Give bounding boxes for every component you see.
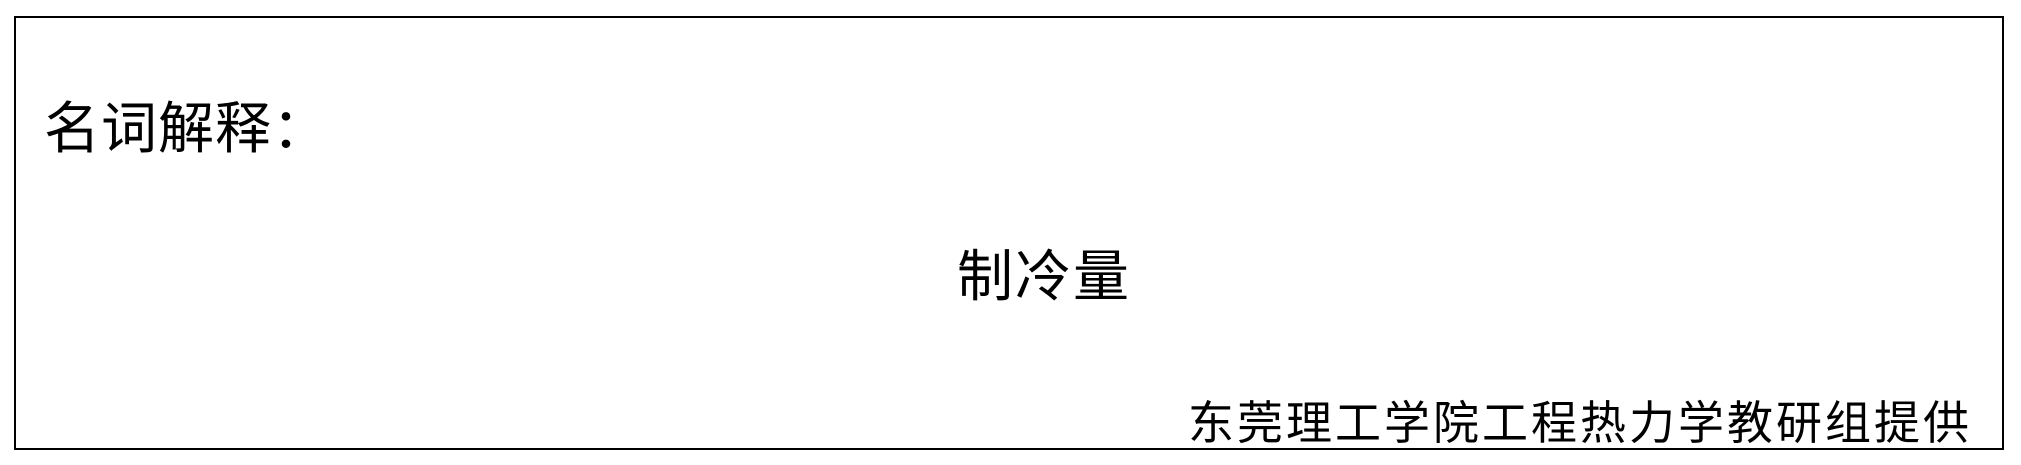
glossary-term: 制冷量 xyxy=(957,245,1131,310)
section-heading: 名词解释： xyxy=(44,97,329,162)
source-credit: 东莞理工学院工程热力学教研组提供 xyxy=(1188,396,1972,450)
definition-card: 名词解释： 制冷量 东莞理工学院工程热力学教研组提供 xyxy=(14,16,2004,450)
